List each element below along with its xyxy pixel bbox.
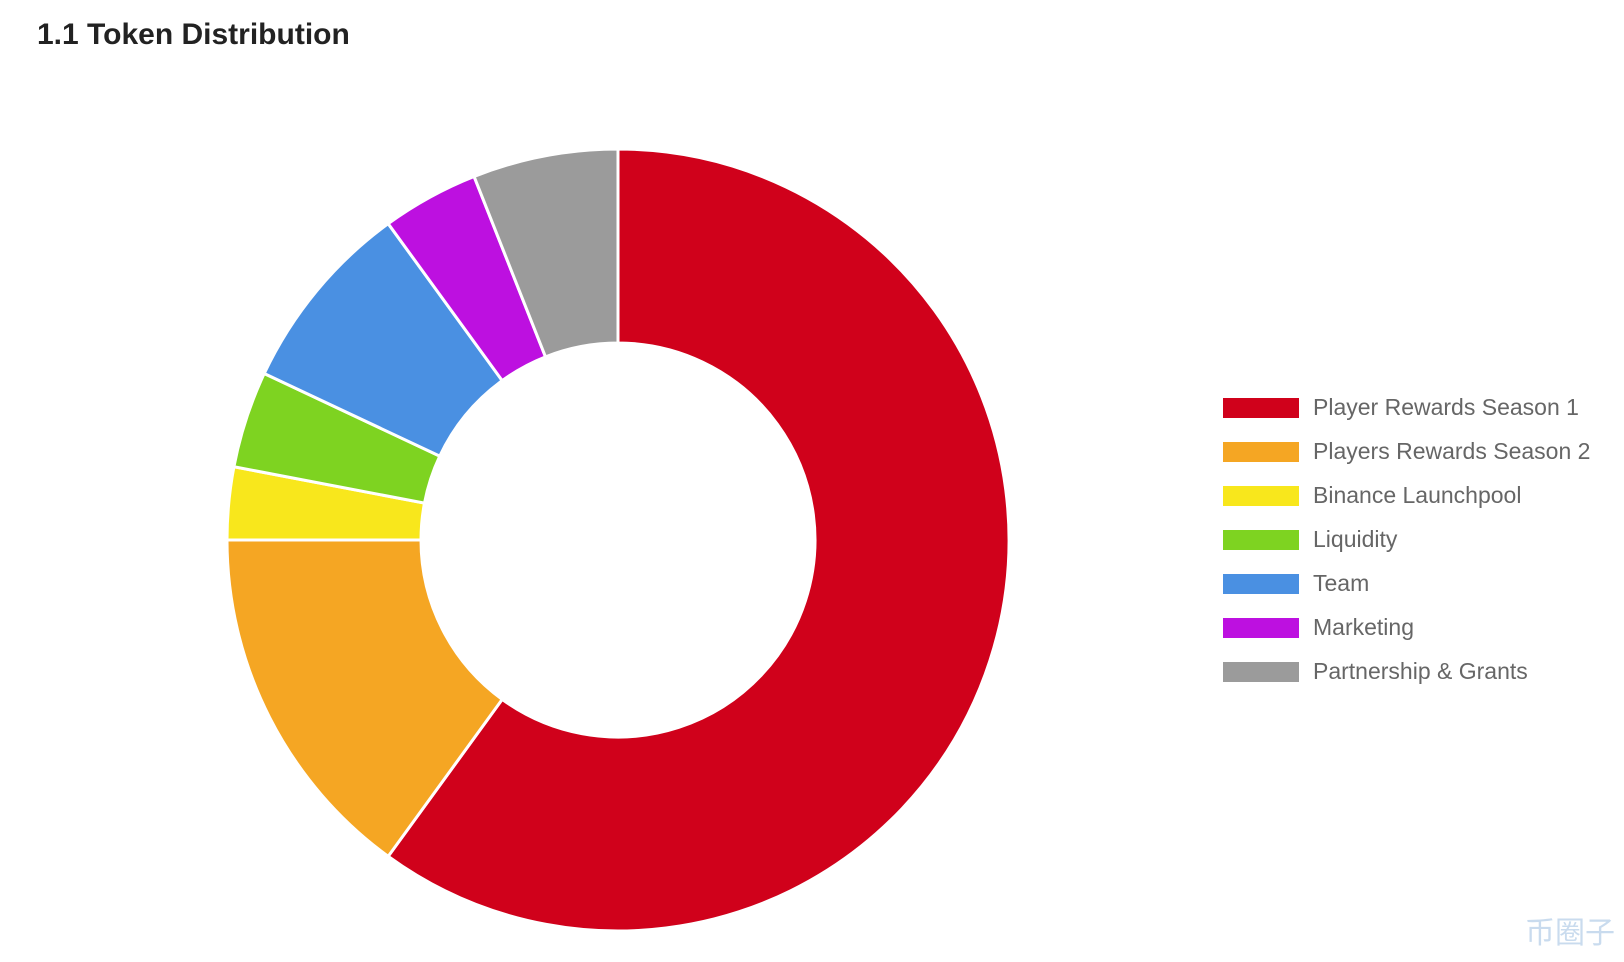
legend-label: Players Rewards Season 2 bbox=[1313, 438, 1590, 464]
legend-label: Player Rewards Season 1 bbox=[1313, 394, 1579, 420]
legend-label: Team bbox=[1313, 570, 1369, 596]
legend-label: Binance Launchpool bbox=[1313, 482, 1521, 508]
legend-swatch bbox=[1223, 574, 1299, 594]
legend-swatch bbox=[1223, 662, 1299, 682]
legend-swatch bbox=[1223, 530, 1299, 550]
legend-swatch bbox=[1223, 618, 1299, 638]
legend-swatch bbox=[1223, 398, 1299, 418]
chart-title: 1.1 Token Distribution bbox=[37, 18, 350, 51]
donut-slice bbox=[225, 538, 505, 859]
legend-label: Marketing bbox=[1313, 614, 1414, 640]
legend-label: Partnership & Grants bbox=[1313, 658, 1528, 684]
donut-slice bbox=[472, 147, 620, 359]
legend-swatch bbox=[1223, 486, 1299, 506]
donut-slice bbox=[386, 147, 1011, 933]
legend-label: Liquidity bbox=[1313, 526, 1398, 552]
watermark: 币圈子 bbox=[1525, 917, 1615, 950]
legend-swatch bbox=[1223, 442, 1299, 462]
